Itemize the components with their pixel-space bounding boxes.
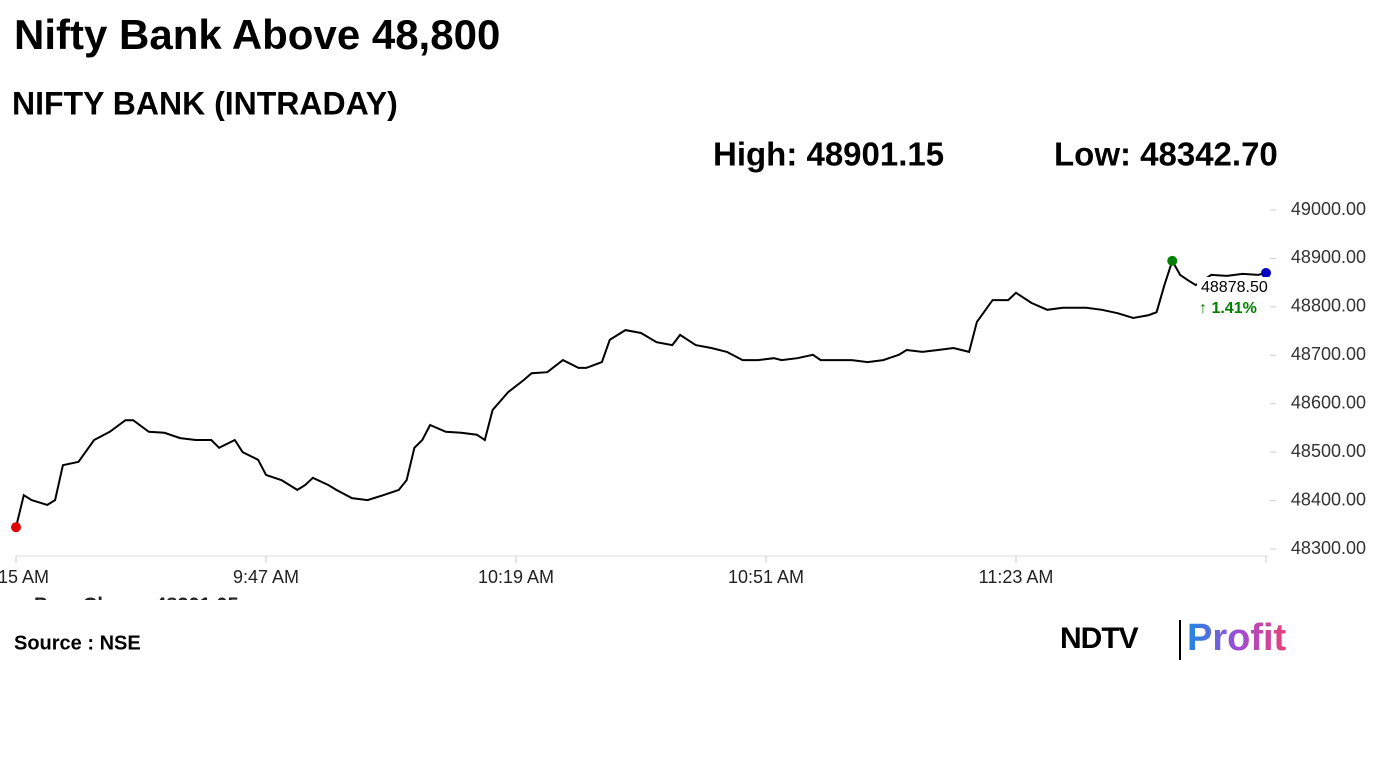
change-label: ↑ 1.41% [1199, 300, 1257, 317]
logo-profit: Profit [1187, 617, 1287, 659]
y-tick-label: 48500.00 [1291, 441, 1366, 461]
start-dot [11, 522, 21, 533]
high-dot [1167, 255, 1178, 266]
high-label: High: 48901.15 [713, 136, 944, 173]
y-tick-label: 48300.00 [1291, 538, 1366, 558]
source: Source : NSE [14, 632, 141, 654]
x-tick-label: 9:15 AM [0, 567, 49, 587]
low-label: Low: 48342.70 [1054, 136, 1278, 173]
x-tick-label: 9:47 AM [233, 567, 299, 587]
y-tick-label: 48800.00 [1291, 296, 1366, 316]
logo-ndtv: NDTV [1060, 622, 1139, 655]
last-dot [1261, 267, 1271, 278]
x-tick-label: 10:51 AM [728, 567, 804, 587]
y-tick-label: 48900.00 [1291, 247, 1366, 267]
y-tick-label: 48700.00 [1291, 344, 1366, 364]
chart-subtitle: NIFTY BANK (INTRADAY) [12, 85, 398, 121]
y-tick-label: 48600.00 [1291, 392, 1366, 412]
prev-close: Prev Close : 48201.05 [34, 594, 239, 616]
chart-title: Nifty Bank Above 48,800 [14, 11, 500, 58]
price-label-bg [1197, 277, 1277, 297]
x-tick-label: 11:23 AM [979, 567, 1054, 587]
x-tick-label: 10:19 AM [478, 567, 554, 587]
last-price-label: 48878.50 [1201, 279, 1268, 296]
price-line [15, 258, 1267, 528]
y-tick-label: 49000.00 [1291, 199, 1366, 219]
y-tick-label: 48400.00 [1291, 489, 1366, 509]
